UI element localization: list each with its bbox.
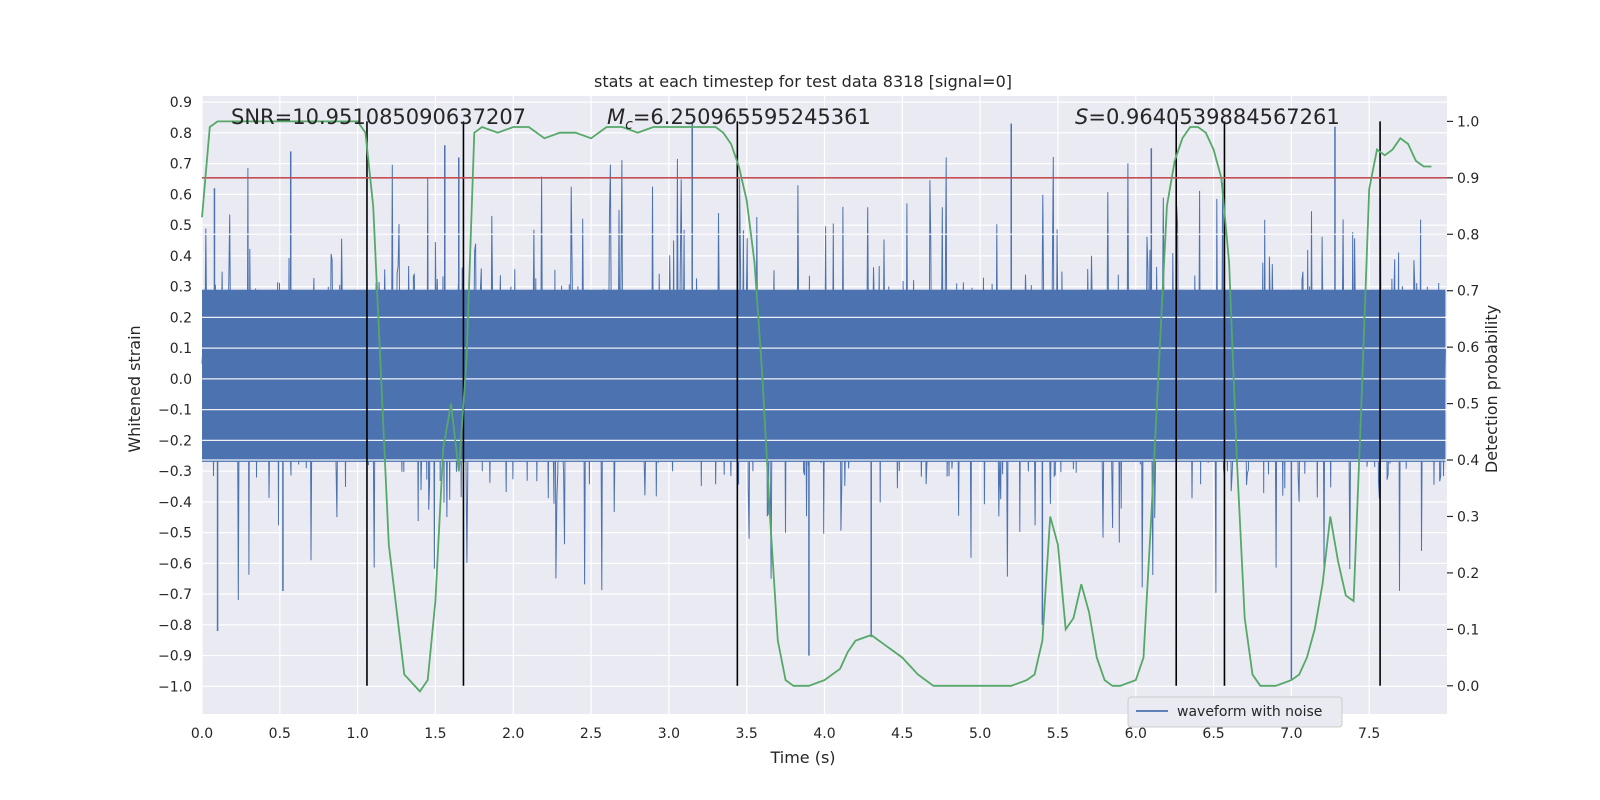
chirp-mass-value: =6.250965595245361 <box>633 105 871 129</box>
y-tick-label: −0.2 <box>158 433 192 449</box>
y-axis-right-ticks: 1.0 0.9 0.8 0.7 0.6 0.5 0.4 0.3 0.2 0.1 0.0 <box>1447 114 1479 695</box>
x-axis-label: Time (s) <box>769 748 835 767</box>
y-axis-left-ticks: 0.9 0.8 0.7 0.6 0.5 0.4 0.3 0.2 0.1 0.0 −0.1 −0.2 −0… <box>158 95 192 695</box>
chirp-mass-annotation: Mc=6.250965595245361 <box>607 105 871 133</box>
x-tick-label: 4.5 <box>891 726 913 742</box>
x-tick-label: 2.0 <box>502 726 524 742</box>
y-right-tick-label: 0.3 <box>1457 509 1479 525</box>
y-tick-label: −0.8 <box>158 618 192 634</box>
x-tick-label: 5.0 <box>969 726 991 742</box>
legend-box <box>1127 696 1343 728</box>
score-value: =0.9640539884567261 <box>1088 105 1339 129</box>
x-tick-label: 6.0 <box>1125 726 1147 742</box>
y-tick-label: −0.3 <box>158 464 192 480</box>
y-tick-label: 0.3 <box>170 280 192 296</box>
score-annotation: S=0.9640539884567261 <box>1075 105 1340 129</box>
x-tick-label: 6.5 <box>1202 726 1224 742</box>
y-tick-label: 0.1 <box>170 341 192 357</box>
detection-probability-series <box>201 120 1432 693</box>
y-tick-label: −0.1 <box>158 403 192 419</box>
x-tick-label: 4.0 <box>813 726 835 742</box>
y-right-tick-label: 1.0 <box>1457 114 1479 130</box>
y-right-tick-label: 0.8 <box>1457 227 1479 243</box>
snr-annotation: SNR=10.951085090637207 <box>231 105 526 129</box>
y-axis-right-label: Detection probability <box>1482 305 1501 473</box>
score-symbol: S <box>1075 105 1088 129</box>
y-right-tick-label: 0.5 <box>1457 397 1479 413</box>
y-tick-label: −0.5 <box>158 526 192 542</box>
y-right-tick-label: 0.0 <box>1457 679 1479 695</box>
y-tick-label: 0.9 <box>170 95 192 111</box>
x-tick-label: 1.5 <box>424 726 446 742</box>
x-tick-label: 3.0 <box>658 726 680 742</box>
legend-label: waveform with noise <box>1177 704 1322 720</box>
chart-title: stats at each timestep for test data 831… <box>594 72 1012 91</box>
x-tick-label: 7.0 <box>1280 726 1302 742</box>
legend: waveform with noise <box>1127 696 1343 728</box>
y-tick-label: 0.4 <box>170 249 192 265</box>
x-tick-label: 5.5 <box>1047 726 1069 742</box>
x-tick-label: 0.5 <box>269 726 291 742</box>
x-tick-label: 0.0 <box>191 726 213 742</box>
waveform-core <box>202 289 1446 462</box>
y-right-tick-label: 0.1 <box>1457 622 1479 638</box>
x-tick-label: 3.5 <box>736 726 758 742</box>
y-tick-label: −0.9 <box>158 649 192 665</box>
y-tick-label: 0.2 <box>170 310 192 326</box>
x-tick-label: 2.5 <box>580 726 602 742</box>
y-tick-label: 0.6 <box>170 187 192 203</box>
waveform-series <box>201 123 1447 681</box>
x-axis-ticks: 0.0 0.5 1.0 1.5 2.0 2.5 3.0 3.5 4.0 4.5 5.0 5.5 6.0 6… <box>191 726 1380 742</box>
y-tick-label: −0.4 <box>158 495 192 511</box>
y-tick-label: −0.7 <box>158 587 192 603</box>
y-tick-label: −0.6 <box>158 556 192 572</box>
y-tick-label: 0.0 <box>170 372 192 388</box>
y-right-tick-label: 0.6 <box>1457 340 1479 356</box>
y-right-tick-label: 0.7 <box>1457 284 1479 300</box>
y-tick-label: 0.5 <box>170 218 192 234</box>
y-right-tick-label: 0.9 <box>1457 171 1479 187</box>
y-right-tick-label: 0.2 <box>1457 566 1479 582</box>
y-tick-label: −1.0 <box>158 679 192 695</box>
x-tick-label: 1.0 <box>346 726 368 742</box>
y-right-tick-label: 0.4 <box>1457 453 1479 469</box>
y-tick-label: 0.7 <box>170 157 192 173</box>
chirp-mass-subscript: c <box>625 117 633 133</box>
y-axis-label: Whitened strain <box>125 325 144 452</box>
chirp-mass-symbol: M <box>607 105 625 129</box>
y-tick-label: 0.8 <box>170 126 192 142</box>
x-tick-label: 7.5 <box>1358 726 1380 742</box>
